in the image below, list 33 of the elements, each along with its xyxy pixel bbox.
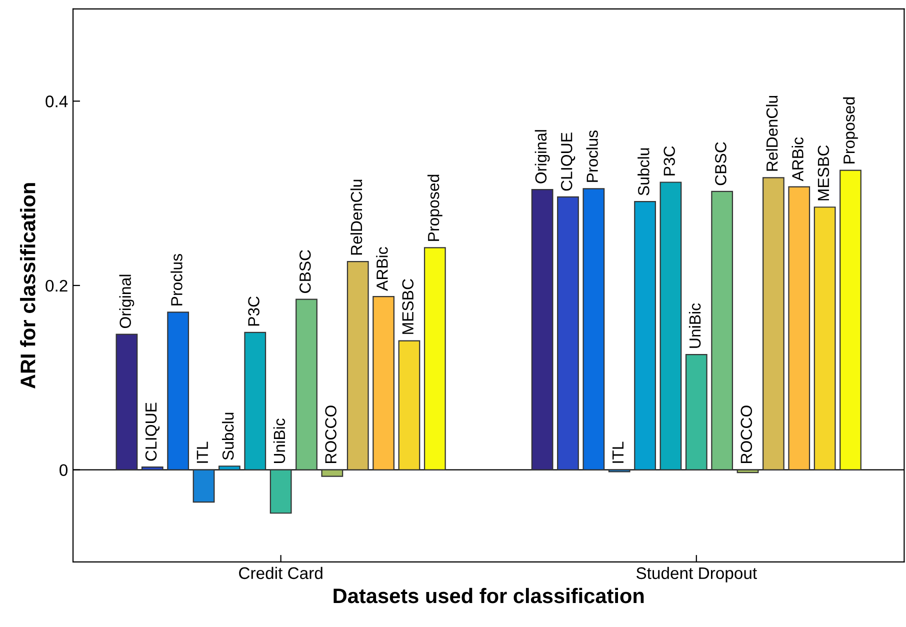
y-tick-label: 0.4 [46, 96, 68, 108]
x-tick-label: Credit Card [239, 566, 322, 580]
text: Subclu [638, 148, 650, 196]
text: ARBic [792, 137, 804, 182]
text: P3C [248, 296, 260, 326]
text: CBSC [715, 142, 726, 186]
text: MESBC [818, 145, 830, 200]
text: CBSC [299, 250, 311, 293]
text: P3C [664, 146, 675, 176]
x-tick-label: Student Dropout [636, 566, 757, 582]
text: Proposed [843, 97, 858, 164]
y-tick-label: 0.2 [46, 280, 68, 292]
y-tick-label: 0 [60, 464, 68, 476]
text: MESBC [402, 279, 414, 334]
text: ITL [196, 442, 208, 463]
text: CLIQUE [560, 132, 576, 191]
text: ROCCO [325, 406, 336, 463]
text: UniBic [273, 418, 286, 464]
text: CLIQUE [145, 402, 160, 461]
text: Subclu [222, 412, 234, 460]
text: RelDenClu [350, 180, 362, 255]
text: UniBic [688, 303, 701, 348]
text: Proposed [427, 174, 442, 241]
text: Original [534, 130, 550, 184]
text: Proclus [586, 130, 598, 182]
x-axis-title: Datasets used for classification [334, 588, 644, 604]
text: ROCCO [740, 406, 752, 463]
text: Original [119, 274, 134, 328]
text: ARBic [376, 247, 388, 291]
text: RelDenClu [766, 96, 778, 171]
text: Proclus [170, 254, 182, 306]
y-axis-title: ARI for classification [20, 183, 36, 389]
text: ITL [612, 442, 624, 463]
